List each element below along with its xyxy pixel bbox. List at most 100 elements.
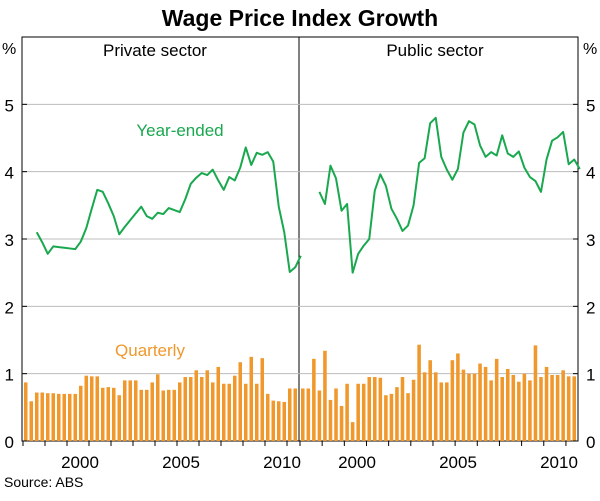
bar-quarterly <box>265 393 270 441</box>
bar-quarterly <box>183 377 188 441</box>
bar-quarterly <box>489 380 493 441</box>
bar-quarterly <box>128 380 133 441</box>
axis-labels: 0 0 1 1 2 2 3 3 4 4 5 5% % 2000 2005 2010 2000 2005 2010 <box>2 41 597 472</box>
bar-quarterly <box>478 363 482 441</box>
bar-quarterly <box>293 388 298 441</box>
y-tick-label-right: 1 <box>586 366 595 385</box>
bar-quarterly <box>334 388 338 441</box>
bar-quarterly <box>456 353 460 441</box>
bar-quarterly <box>139 389 144 441</box>
bar-quarterly <box>84 375 89 441</box>
bar-quarterly <box>23 382 28 441</box>
bar-quarterly <box>78 385 83 441</box>
bar-quarterly <box>361 383 366 441</box>
bar-quarterly <box>550 375 554 441</box>
bar-quarterly <box>572 376 577 441</box>
x-tick-label: 2000 <box>61 453 99 472</box>
unit-label-left: % <box>2 41 16 58</box>
y-tick-label-left: 0 <box>5 433 14 452</box>
bar-quarterly <box>29 401 34 441</box>
bar-quarterly <box>238 362 243 441</box>
bar-quarterly <box>373 377 377 441</box>
bar-quarterly <box>260 358 265 441</box>
bar-quarterly <box>282 401 287 441</box>
bar-quarterly <box>339 405 344 441</box>
bar-quarterly <box>566 376 571 441</box>
y-tick-label-right: 5 <box>586 96 595 115</box>
y-tick-label-left: 1 <box>5 366 14 385</box>
bar-quarterly <box>73 393 78 441</box>
bar-quarterly <box>433 372 438 441</box>
bar-quarterly <box>210 382 215 441</box>
bar-quarterly <box>276 401 281 441</box>
y-tick-label-right: 2 <box>586 298 595 317</box>
bar-quarterly <box>205 370 210 441</box>
panel-title-private: Private sector <box>103 41 207 60</box>
bar-quarterly <box>350 422 355 441</box>
bar-quarterly <box>301 388 305 441</box>
y-tick-label-right: 0 <box>586 433 595 452</box>
bar-quarterly <box>428 360 432 441</box>
bar-quarterly <box>328 399 333 441</box>
axis-ticks <box>22 103 578 446</box>
bar-quarterly <box>539 377 543 441</box>
bar-quarterly <box>555 375 560 441</box>
bar-quarterly <box>439 382 444 441</box>
line-year-ended-public <box>318 116 581 274</box>
x-tick-label: 2005 <box>162 453 200 472</box>
y-tick-label-left: 4 <box>5 164 14 183</box>
bar-quarterly <box>306 388 311 441</box>
bar-quarterly <box>40 392 45 441</box>
bar-quarterly <box>450 360 455 441</box>
bar-quarterly <box>511 375 516 441</box>
bar-quarterly <box>188 377 193 441</box>
bar-quarterly <box>378 377 383 441</box>
bar-quarterly <box>95 376 100 441</box>
bar-quarterly <box>323 350 327 441</box>
bar-quarterly <box>34 392 39 441</box>
y-tick-label-left: 3 <box>5 231 14 250</box>
bar-quarterly <box>111 387 116 441</box>
bar-quarterly <box>161 390 166 441</box>
bar-quarterly <box>544 366 549 441</box>
bar-quarterly <box>312 358 316 441</box>
bar-quarterly <box>417 344 421 441</box>
bar-quarterly <box>45 393 50 441</box>
unit-label-right: % <box>583 41 597 58</box>
bar-quarterly <box>395 387 399 441</box>
bar-quarterly <box>422 372 427 441</box>
bar-quarterly <box>517 381 521 441</box>
bar-quarterly <box>194 370 199 441</box>
bar-quarterly <box>505 368 510 441</box>
bar-quarterly <box>150 382 155 441</box>
bar-quarterly <box>67 393 72 441</box>
x-tick-label: 2000 <box>338 453 376 472</box>
bar-quarterly <box>62 393 67 441</box>
legend-quarterly: Quarterly <box>115 341 185 360</box>
bar-quarterly <box>271 400 276 441</box>
bar-quarterly <box>389 393 394 441</box>
bar-quarterly <box>155 374 160 441</box>
y-tick-label-left: 2 <box>5 298 14 317</box>
bar-quarterly <box>232 375 237 441</box>
bar-quarterly <box>117 395 122 441</box>
gridlines <box>22 103 578 375</box>
bar-quarterly <box>472 373 477 441</box>
bar-quarterly <box>243 383 248 441</box>
bar-quarterly <box>254 383 259 441</box>
bar-quarterly <box>384 395 388 441</box>
bar-quarterly <box>89 376 94 441</box>
chart-title: Wage Price Index Growth <box>162 5 438 31</box>
bar-quarterly <box>400 377 405 441</box>
bar-quarterly <box>406 393 410 441</box>
bar-quarterly <box>216 366 221 441</box>
bar-quarterly <box>522 373 527 441</box>
bar-quarterly <box>56 393 61 441</box>
bar-quarterly <box>411 379 416 441</box>
y-tick-label-right: 3 <box>586 231 595 250</box>
bar-quarterly <box>106 387 111 441</box>
bar-quarterly <box>483 366 488 441</box>
bar-quarterly <box>133 380 138 441</box>
